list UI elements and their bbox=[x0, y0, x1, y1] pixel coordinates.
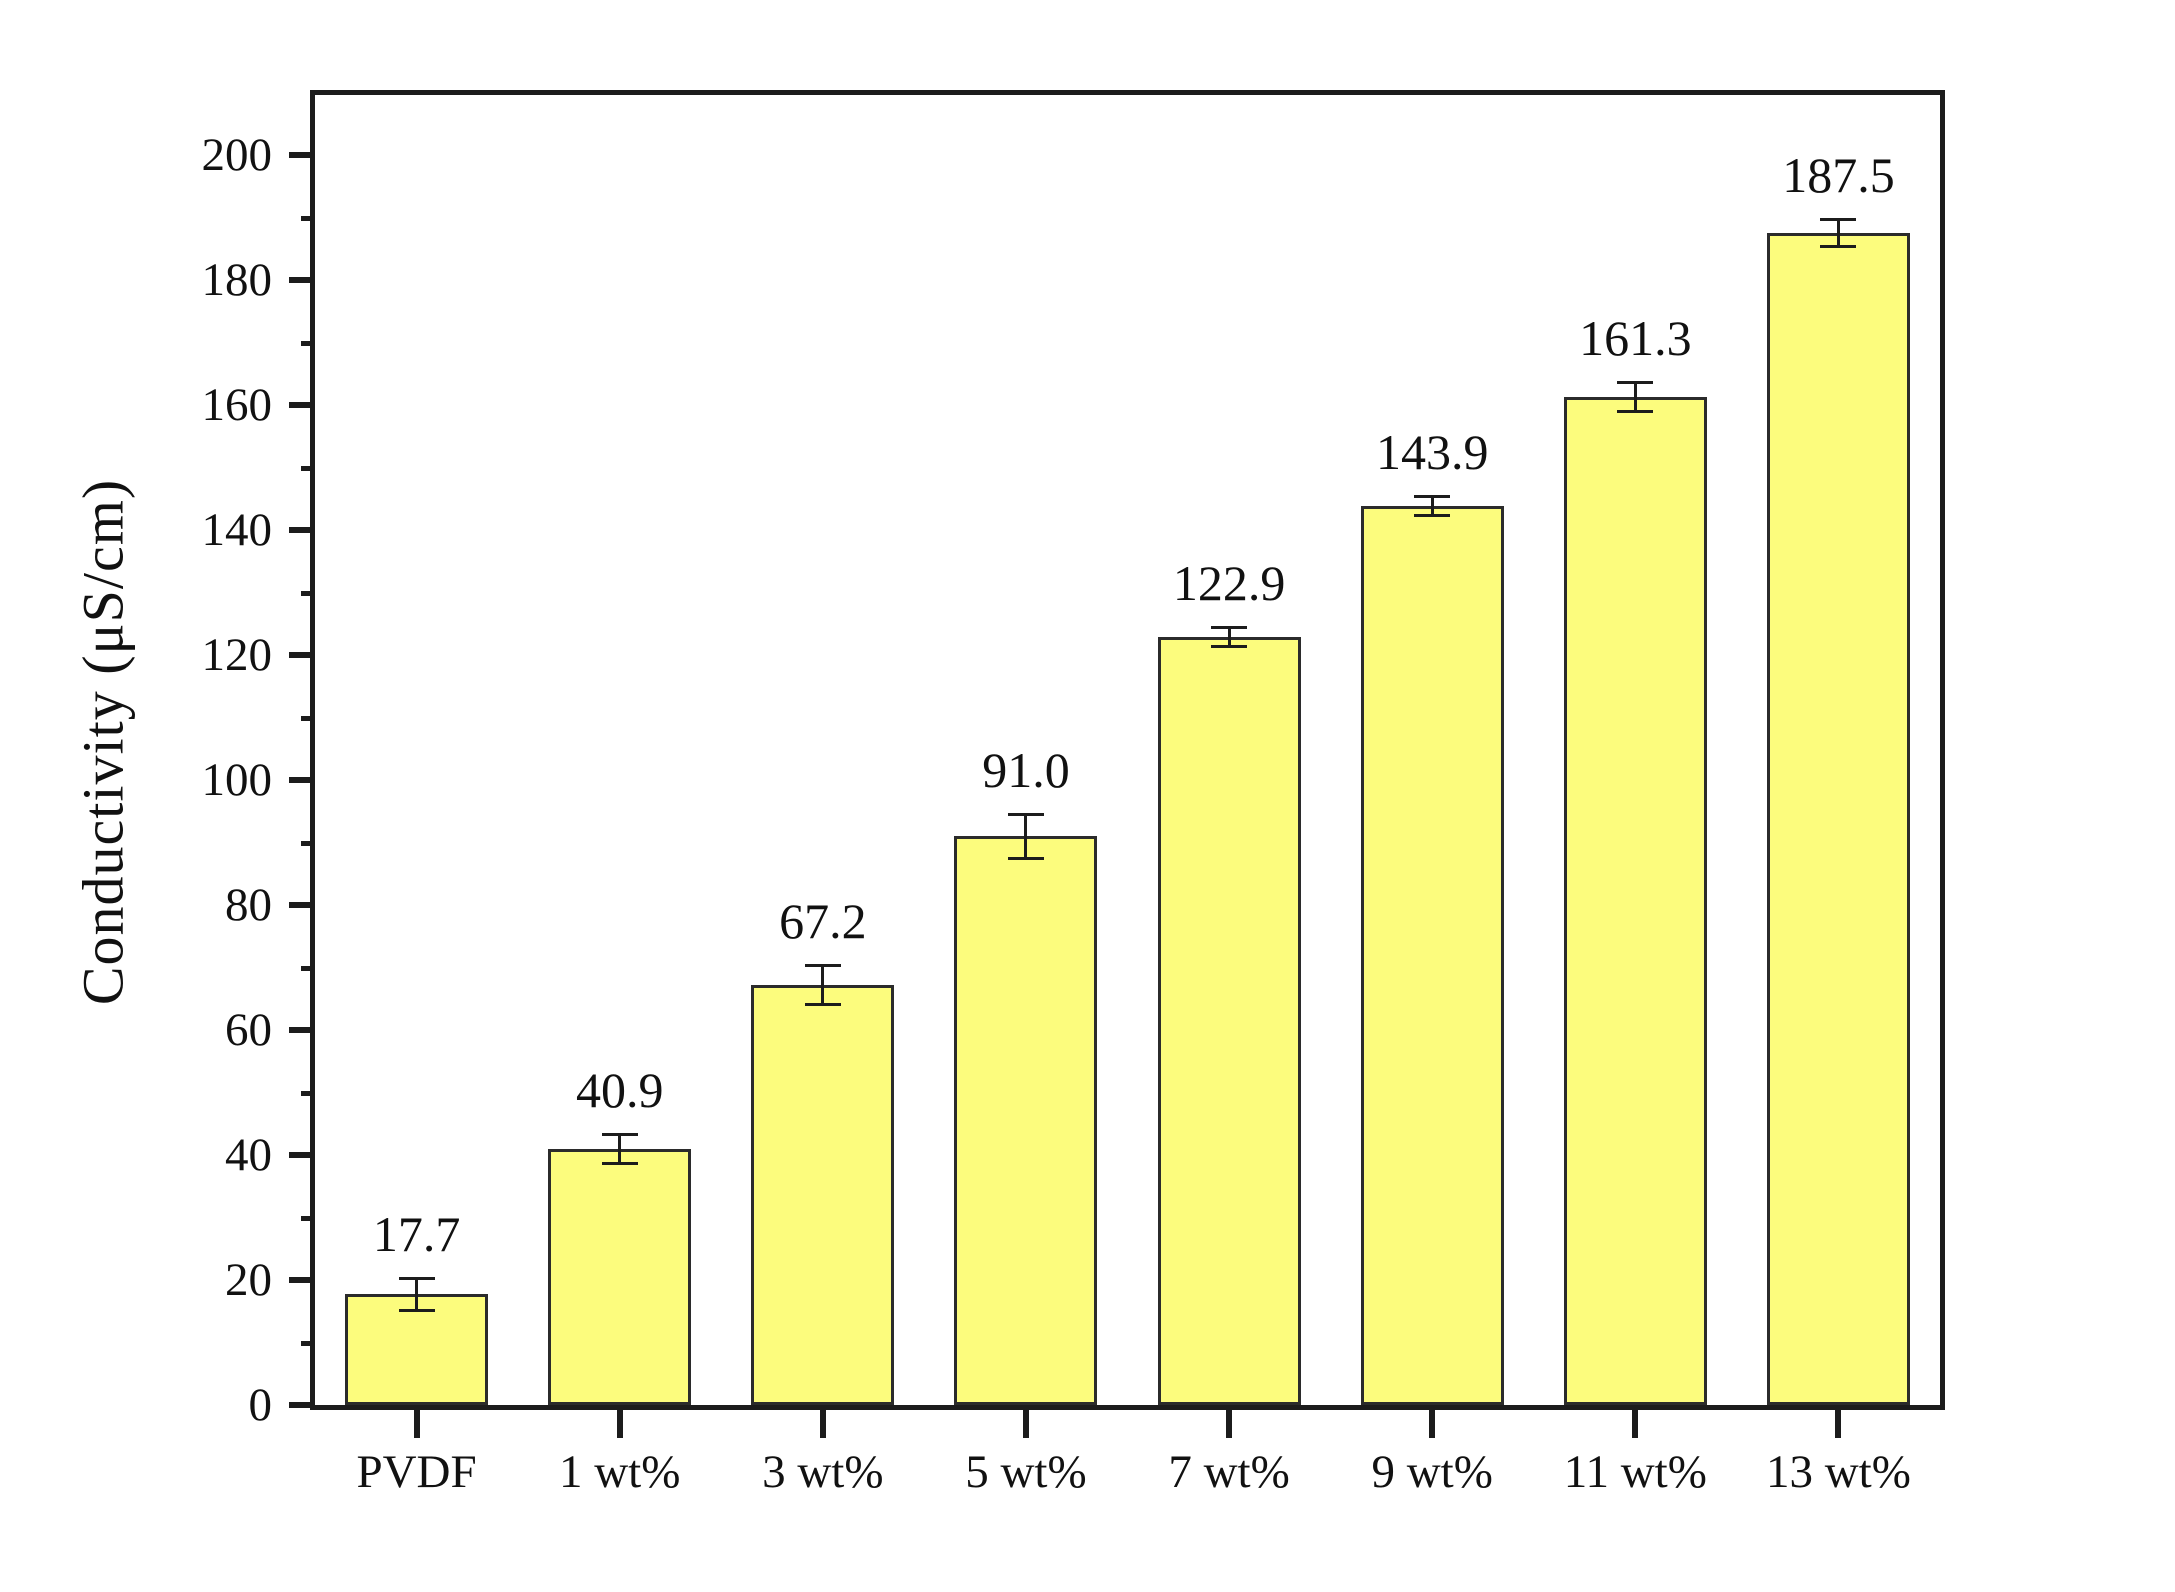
bar-value-label: 91.0 bbox=[982, 741, 1070, 798]
error-bar-cap-bottom bbox=[804, 1003, 841, 1006]
bar-value-label: 122.9 bbox=[1172, 554, 1286, 611]
bar-value-label: 67.2 bbox=[779, 893, 867, 949]
bar bbox=[954, 836, 1098, 1405]
error-bar-cap-bottom bbox=[1820, 244, 1857, 248]
x-tick-label: 3 wt% bbox=[762, 1446, 884, 1498]
error-bar-cap-bottom bbox=[398, 1308, 435, 1312]
y-major-tick bbox=[289, 402, 315, 408]
bar-value-label: 161.3 bbox=[1579, 309, 1692, 366]
y-tick-label: 60 bbox=[225, 1004, 272, 1056]
x-tick-label: 7 wt% bbox=[1168, 1446, 1290, 1498]
error-bar-stem bbox=[821, 965, 825, 1005]
error-bar-stem bbox=[618, 1134, 622, 1165]
bar bbox=[548, 1149, 692, 1405]
y-major-tick bbox=[289, 777, 315, 783]
error-bar-cap-top bbox=[601, 1133, 638, 1137]
bar bbox=[1766, 233, 1910, 1405]
y-major-tick bbox=[289, 152, 315, 158]
x-tick bbox=[1022, 1410, 1029, 1438]
error-bar-stem bbox=[415, 1278, 419, 1311]
x-tick bbox=[1226, 1410, 1233, 1438]
y-tick-label: 40 bbox=[225, 1129, 272, 1181]
bar bbox=[345, 1294, 489, 1405]
y-minor-tick bbox=[301, 1215, 315, 1221]
error-bar-stem bbox=[1430, 495, 1434, 516]
x-tick bbox=[413, 1410, 420, 1438]
y-minor-tick bbox=[301, 340, 315, 346]
x-tick-label: 13 wt% bbox=[1765, 1446, 1911, 1498]
bar bbox=[1157, 636, 1301, 1405]
y-major-tick bbox=[289, 1152, 315, 1158]
y-tick-label: 120 bbox=[201, 629, 273, 681]
y-tick-label: 180 bbox=[201, 254, 273, 306]
error-bar-stem bbox=[1836, 219, 1840, 247]
y-tick-label: 20 bbox=[225, 1254, 272, 1306]
bar bbox=[1563, 396, 1707, 1405]
error-bar-stem bbox=[1227, 626, 1231, 647]
error-bar-cap-top bbox=[398, 1277, 435, 1281]
error-bar-cap-top bbox=[1820, 218, 1857, 222]
error-bar-cap-top bbox=[1007, 812, 1044, 816]
y-major-tick bbox=[289, 1402, 315, 1408]
y-tick-label: 160 bbox=[201, 379, 273, 431]
y-tick-label: 140 bbox=[201, 504, 273, 556]
x-tick-label: 11 wt% bbox=[1563, 1446, 1707, 1498]
error-bar-cap-top bbox=[804, 964, 841, 967]
x-tick-label: 5 wt% bbox=[965, 1446, 1087, 1498]
bar bbox=[1360, 505, 1504, 1405]
x-tick bbox=[1835, 1410, 1842, 1438]
bar bbox=[751, 985, 895, 1405]
y-major-tick bbox=[289, 902, 315, 908]
error-bar-cap-top bbox=[1211, 625, 1248, 629]
y-minor-tick bbox=[301, 465, 315, 471]
error-bar-cap-top bbox=[1414, 494, 1451, 498]
error-bar-cap-bottom bbox=[1007, 856, 1044, 860]
error-bar-cap-bottom bbox=[1211, 644, 1248, 648]
y-minor-tick bbox=[301, 1340, 315, 1346]
y-minor-tick bbox=[301, 840, 315, 846]
error-bar-cap-bottom bbox=[601, 1162, 638, 1166]
x-tick-label: 9 wt% bbox=[1371, 1446, 1493, 1498]
error-bar-cap-bottom bbox=[1414, 513, 1451, 517]
bar-value-label: 40.9 bbox=[575, 1062, 664, 1119]
bar-value-label: 143.9 bbox=[1375, 423, 1489, 480]
y-major-tick bbox=[289, 1027, 315, 1033]
error-bar-cap-bottom bbox=[1617, 409, 1654, 413]
error-bar-stem bbox=[1633, 381, 1637, 412]
y-minor-tick bbox=[301, 965, 315, 971]
y-minor-tick bbox=[301, 215, 315, 221]
y-minor-tick bbox=[301, 715, 315, 721]
y-major-tick bbox=[289, 527, 315, 533]
bar-value-label: 187.5 bbox=[1782, 147, 1895, 204]
y-minor-tick bbox=[301, 1090, 315, 1096]
y-tick-label: 200 bbox=[201, 129, 273, 181]
y-major-tick bbox=[289, 1277, 315, 1283]
y-tick-label: 80 bbox=[225, 879, 272, 931]
x-tick bbox=[1632, 1410, 1639, 1438]
error-bar-cap-top bbox=[1617, 380, 1654, 384]
bar-value-label: 17.7 bbox=[372, 1206, 461, 1263]
y-minor-tick bbox=[301, 590, 315, 596]
y-tick-label: 0 bbox=[248, 1379, 273, 1431]
x-tick bbox=[616, 1410, 623, 1438]
y-tick-label: 100 bbox=[201, 754, 273, 806]
plot-frame bbox=[310, 90, 1945, 1410]
y-major-tick bbox=[289, 277, 315, 283]
x-tick-label: 1 wt% bbox=[558, 1446, 681, 1498]
x-tick bbox=[819, 1410, 826, 1438]
y-major-tick bbox=[289, 652, 315, 658]
error-bar-stem bbox=[1024, 813, 1028, 859]
x-tick-label: PVDF bbox=[356, 1446, 477, 1498]
x-tick bbox=[1429, 1410, 1436, 1438]
